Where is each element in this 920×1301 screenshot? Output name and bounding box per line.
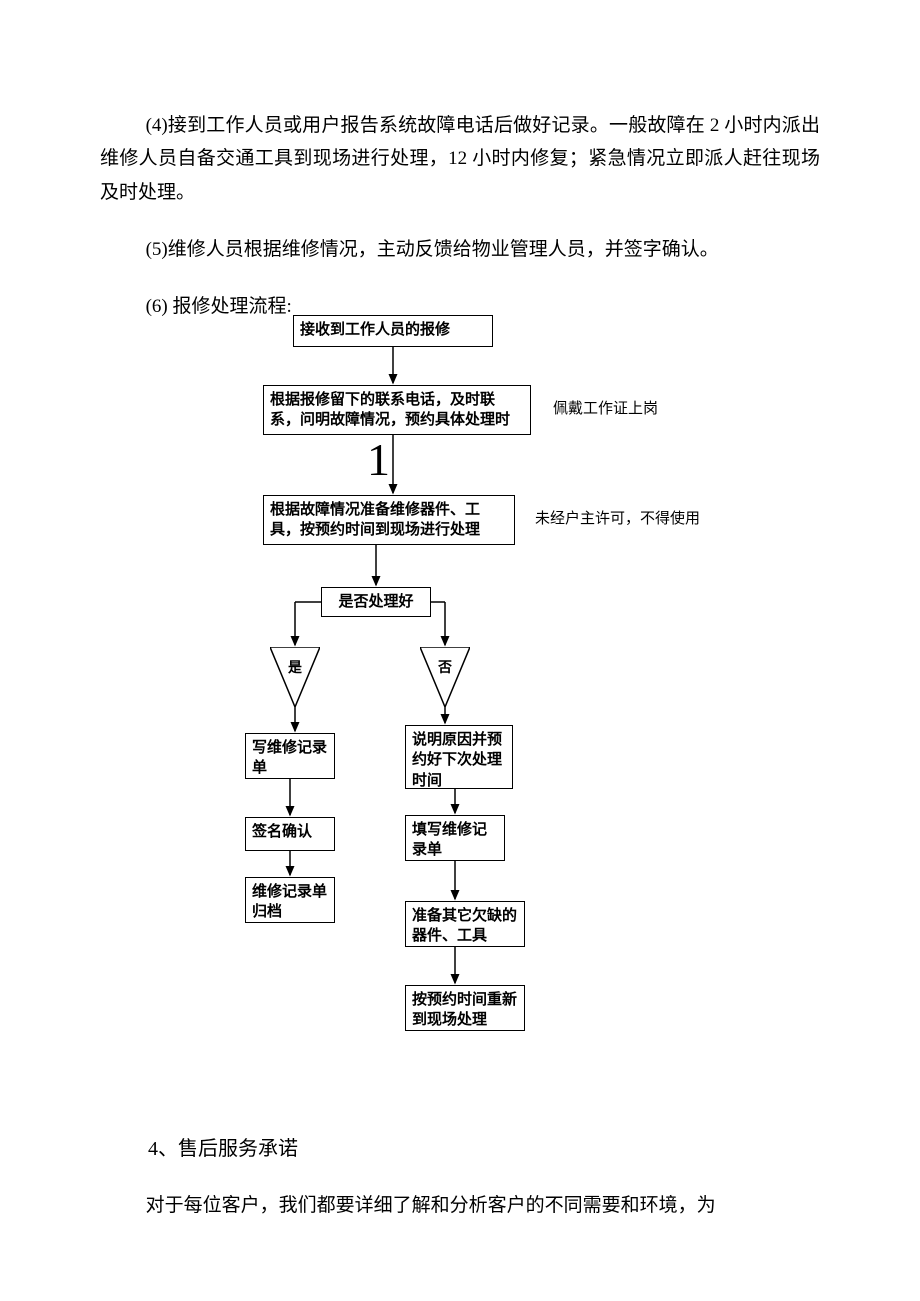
- repair-flowchart: 接收到工作人员的报修 根据报修留下的联系电话，及时联系，问明故障情况，预约具体处…: [245, 315, 745, 1085]
- flow-side-label-2: 未经户主许可，不得使用: [535, 507, 700, 528]
- flow-node-r2: 填写维修记录单: [405, 815, 505, 861]
- paragraph-5: (5)维修人员根据维修情况，主动反馈给物业管理人员，并签字确认。: [100, 233, 820, 266]
- flow-node-r3: 准备其它欠缺的器件、工具: [405, 901, 525, 947]
- flow-big-number: 1: [367, 433, 390, 486]
- document-page: (4)接到工作人员或用户报告系统故障电话后做好记录。一般故障在 2 小时内派出维…: [0, 0, 920, 1301]
- flow-triangle-no: 否: [420, 647, 470, 707]
- flow-node-decision: 是否处理好: [321, 587, 431, 617]
- flow-node-r4: 按预约时间重新到现场处理: [405, 985, 525, 1031]
- flow-node-prepare: 根据故障情况准备维修器件、工具，按预约时间到现场进行处理: [263, 495, 515, 545]
- paragraph-after: 对于每位客户，我们都要详细了解和分析客户的不同需要和环境，为: [100, 1189, 820, 1222]
- flow-node-l1: 写维修记录单: [245, 733, 335, 779]
- paragraph-4: (4)接到工作人员或用户报告系统故障电话后做好记录。一般故障在 2 小时内派出维…: [100, 109, 820, 209]
- flow-node-r1: 说明原因并预约好下次处理时间: [405, 725, 513, 789]
- flow-triangle-yes-label: 是: [270, 657, 320, 677]
- flow-node-contact: 根据报修留下的联系电话，及时联系，问明故障情况，预约具体处理时: [263, 385, 531, 435]
- flow-triangle-yes: 是: [270, 647, 320, 707]
- flow-node-receive: 接收到工作人员的报修: [293, 315, 493, 347]
- flow-node-l2: 签名确认: [245, 817, 335, 851]
- flow-triangle-no-label: 否: [420, 657, 470, 677]
- flow-node-l3: 维修记录单归档: [245, 877, 335, 923]
- heading-4: 4、售后服务承诺: [100, 1132, 820, 1161]
- flow-side-label-1: 佩戴工作证上岗: [553, 397, 658, 418]
